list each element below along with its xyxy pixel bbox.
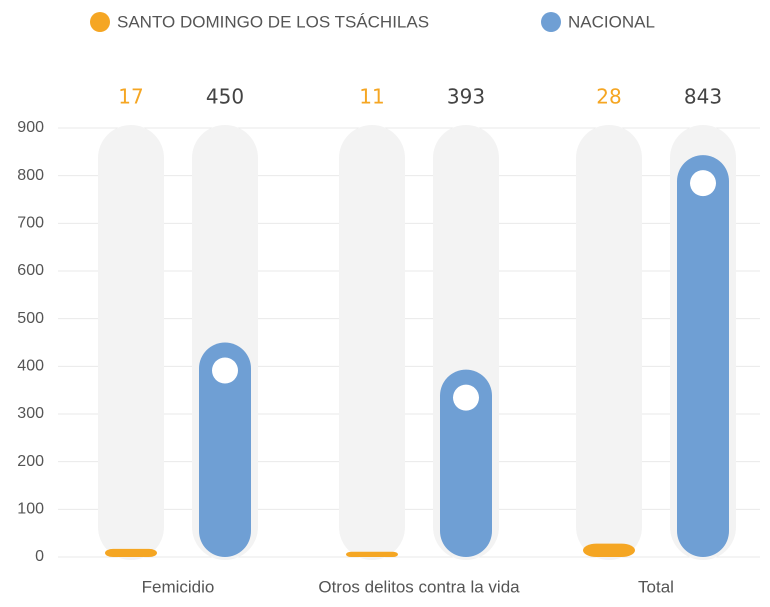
y-tick-label: 400: [17, 358, 44, 375]
legend-swatch: [90, 12, 110, 32]
bar: [199, 342, 251, 557]
y-tick-label: 700: [17, 215, 44, 232]
bar: [105, 548, 157, 557]
value-label: 17: [118, 85, 143, 109]
bar-track: [339, 125, 405, 560]
bar-knob: [453, 384, 479, 411]
bar-track: [576, 125, 642, 560]
y-tick-label: 900: [17, 119, 44, 136]
value-label: 450: [206, 85, 244, 109]
value-label: 393: [447, 85, 485, 109]
y-tick-label: 600: [17, 262, 44, 279]
y-tick-label: 100: [17, 501, 44, 518]
y-tick-label: 200: [17, 453, 44, 470]
bar-knob: [212, 357, 238, 384]
bar: [440, 369, 492, 557]
bar: [346, 551, 398, 557]
bar: [677, 155, 729, 558]
bar: [583, 543, 635, 557]
bar-track: [98, 125, 164, 560]
x-tick-label: Total: [638, 577, 674, 596]
legend-swatch: [541, 12, 561, 32]
x-tick-label: Otros delitos contra la vida: [318, 577, 520, 596]
y-tick-label: 0: [35, 548, 44, 565]
value-label: 843: [684, 85, 722, 109]
x-tick-label: Femicidio: [142, 577, 215, 596]
y-tick-label: 300: [17, 405, 44, 422]
bar-knob: [690, 170, 716, 197]
y-tick-label: 800: [17, 167, 44, 184]
value-label: 11: [359, 85, 384, 109]
legend-label: NACIONAL: [568, 12, 655, 31]
y-tick-label: 500: [17, 310, 44, 327]
legend-label: SANTO DOMINGO DE LOS TSÁCHILAS: [117, 12, 429, 31]
value-label: 28: [596, 85, 621, 109]
